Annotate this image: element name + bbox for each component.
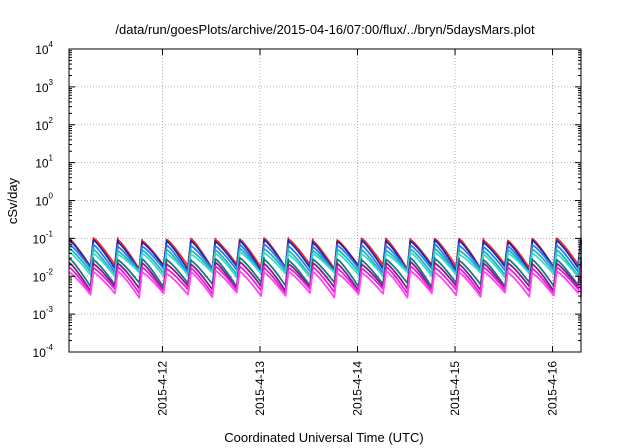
y-tick-label: 100 [35,192,53,209]
series-group [68,237,582,299]
y-tick-exponent: -4 [46,343,54,352]
y-axis-label: cSv/day [5,177,20,224]
x-tick-label: 2015-4-15 [448,361,462,416]
series-line [68,251,582,279]
grid [69,49,581,352]
chart-title: /data/run/goesPlots/archive/2015-04-16/0… [115,22,535,37]
y-tick-label: 10-2 [33,267,54,284]
series-line [68,243,582,275]
series-line [68,269,582,299]
x-axis-label: Coordinated Universal Time (UTC) [224,430,423,445]
series-line [68,238,582,272]
y-tick-exponent: 0 [49,192,54,201]
series-line [68,247,582,277]
series-line [68,256,582,289]
y-tick-exponent: -3 [46,305,54,314]
y-tick-label: 10-1 [33,229,54,246]
y-tick-label: 102 [35,116,53,133]
series-line [68,260,582,292]
y-tick-exponent: 4 [49,40,54,49]
x-tick-label: 2015-4-12 [155,361,169,416]
y-tick-label: 104 [35,40,53,57]
y-tick-exponent: 3 [49,78,54,87]
x-tick-label: 2015-4-14 [351,361,365,416]
series-line [68,265,582,295]
y-tick-label: 101 [35,154,53,171]
y-tick-exponent: -1 [46,229,54,238]
y-tick-exponent: -2 [46,267,54,276]
ticks [69,48,581,353]
y-tick-label: 103 [35,78,53,95]
y-tick-label: 10-3 [33,305,54,322]
y-tick-exponent: 2 [49,116,54,125]
x-tick-labels: 2015-4-12 2015-4-13 2015-4-14 2015-4-15 2015… [155,361,559,416]
y-tick-exponent: 1 [49,154,54,163]
y-tick-label: 10-4 [33,343,54,360]
x-tick-label: 2015-4-16 [546,361,560,416]
x-tick-label: 2015-4-13 [253,361,267,416]
